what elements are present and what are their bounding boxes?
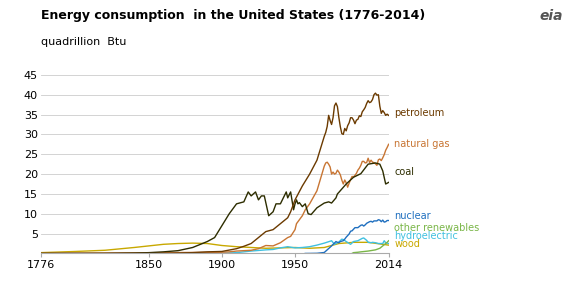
Text: eia: eia	[539, 9, 563, 23]
Text: petroleum: petroleum	[394, 108, 445, 118]
Text: other renewables: other renewables	[394, 223, 480, 233]
Text: coal: coal	[394, 167, 414, 177]
Text: wood: wood	[394, 239, 420, 249]
Text: nuclear: nuclear	[394, 211, 431, 221]
Text: natural gas: natural gas	[394, 139, 450, 149]
Text: hydroelectric: hydroelectric	[394, 231, 458, 240]
Text: Energy consumption  in the United States (1776-2014): Energy consumption in the United States …	[41, 9, 425, 22]
Text: quadrillion  Btu: quadrillion Btu	[41, 37, 126, 48]
